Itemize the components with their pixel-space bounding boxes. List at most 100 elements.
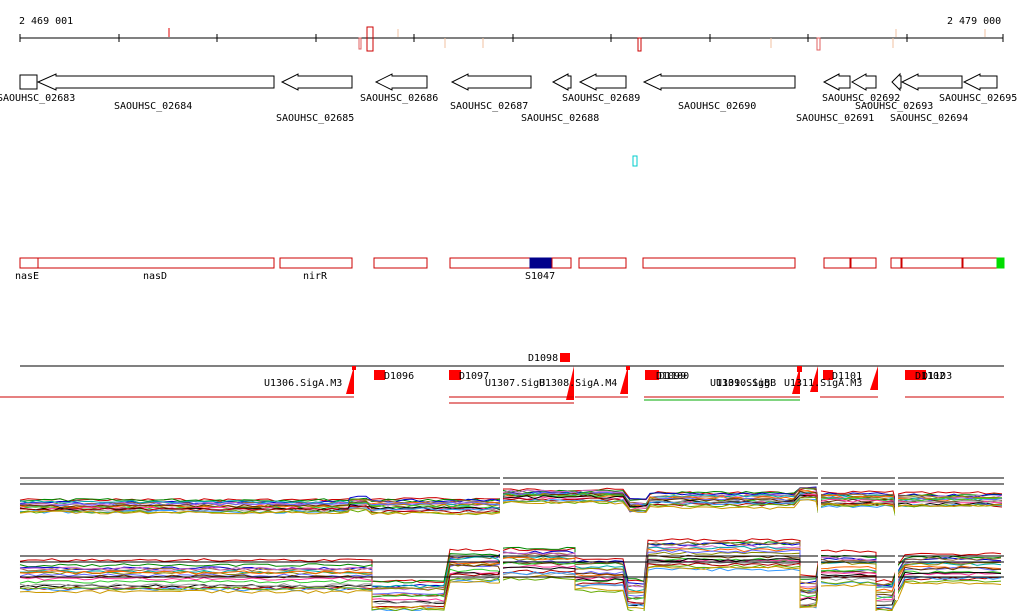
regulatory-label: D1100 — [659, 371, 689, 382]
expression-profile-line — [19, 544, 1002, 591]
ruler-start-label: 2 469 001 — [19, 16, 73, 27]
feature-box[interactable] — [449, 257, 531, 269]
regulatory-track: D1098 D1096 D1097 U1306.SigA.M3 U1307.Si… — [0, 353, 1004, 404]
regulatory-label: U1311.SigA.M3 — [784, 378, 862, 389]
promoter-flag[interactable] — [620, 366, 628, 394]
expression-profile-line — [19, 491, 1003, 507]
regulatory-label: D1096 — [384, 371, 414, 382]
promoter-flag[interactable] — [352, 366, 356, 370]
gene-arrow[interactable] — [19, 74, 38, 90]
feature-box[interactable] — [578, 257, 627, 269]
promoter-flag[interactable] — [797, 366, 802, 372]
promoter-flag[interactable] — [810, 366, 818, 392]
regulatory-label: D1103 — [922, 371, 952, 382]
expression-profile-line — [19, 542, 1002, 588]
gene-label: SAOUHSC_02688 — [521, 113, 599, 124]
gene-arrow[interactable] — [962, 73, 998, 91]
gene-arrow[interactable] — [36, 73, 275, 91]
gene-label: SAOUHSC_02692 — [822, 93, 900, 104]
expression-profile-line — [19, 499, 1003, 516]
gene-label: SAOUHSC_02689 — [562, 93, 640, 104]
feature-label: nasE — [15, 271, 39, 282]
feature-track — [19, 257, 1005, 269]
expression-profile-line — [19, 564, 1002, 611]
terminator-box[interactable] — [905, 370, 918, 380]
terminator-box[interactable] — [645, 370, 659, 380]
feature-labels: nasE nasD nirR S1047 — [15, 271, 555, 282]
regulatory-label: D1098 — [528, 353, 558, 364]
gene-label: SAOUHSC_02683 — [0, 93, 75, 104]
feature-box[interactable] — [642, 257, 796, 269]
feature-box[interactable] — [850, 257, 877, 269]
expression-profile-line — [19, 558, 1002, 607]
feature-label: nirR — [303, 271, 328, 282]
regulatory-label: U1310.SigB — [716, 378, 776, 389]
gene-arrow[interactable] — [900, 73, 963, 91]
expression-profile-line — [19, 557, 1002, 600]
expression-panel-lower — [19, 538, 1004, 611]
feature-box[interactable] — [823, 257, 851, 269]
gene-arrow[interactable] — [551, 73, 572, 91]
terminator-box[interactable] — [823, 370, 833, 380]
regulatory-label: U1309.SigB — [710, 378, 770, 389]
gene-label: SAOUHSC_02686 — [360, 93, 438, 104]
ruler-end-label: 2 479 000 — [947, 16, 1001, 27]
ruler-ticks — [19, 34, 1004, 42]
gene-label: SAOUHSC_02691 — [796, 113, 874, 124]
feature-box[interactable] — [279, 257, 353, 269]
gene-track — [19, 72, 998, 92]
terminator-box[interactable] — [560, 353, 570, 362]
feature-box[interactable] — [962, 257, 998, 269]
gene-labels: SAOUHSC_02683 SAOUHSC_02684 SAOUHSC_0268… — [0, 93, 1017, 124]
feature-box-highlighted[interactable] — [529, 257, 553, 269]
gene-arrow[interactable] — [822, 73, 851, 91]
regulatory-label: U1308.SigA.M4 — [539, 378, 617, 389]
terminator-box[interactable] — [918, 370, 926, 380]
expression-profile-line — [19, 538, 1002, 583]
promoter-flag[interactable] — [346, 366, 354, 394]
regulatory-labels: D1098 D1096 D1097 U1306.SigA.M3 U1307.Si… — [264, 353, 952, 389]
gene-arrow[interactable] — [578, 73, 627, 91]
promoter-flag[interactable] — [870, 366, 878, 390]
gene-arrow[interactable] — [450, 73, 532, 91]
promoter-flag[interactable] — [792, 366, 800, 394]
feature-label: nasD — [143, 271, 167, 282]
feature-label: S1047 — [525, 271, 555, 282]
gene-label: SAOUHSC_02687 — [450, 101, 528, 112]
gene-label: SAOUHSC_02694 — [890, 113, 968, 124]
regulatory-label: U1306.SigA.M3 — [264, 378, 342, 389]
regulatory-label: D1099 — [656, 371, 686, 382]
feature-box[interactable] — [901, 257, 963, 269]
gene-label: SAOUHSC_02695 — [939, 93, 1017, 104]
regulatory-label: D1102 — [915, 371, 945, 382]
expression-profile-line — [19, 548, 1002, 597]
gene-label: SAOUHSC_02693 — [855, 101, 933, 112]
gene-label: SAOUHSC_02684 — [114, 101, 192, 112]
terminator-box[interactable] — [374, 370, 385, 380]
feature-box[interactable] — [551, 257, 572, 269]
promoter-flag[interactable] — [566, 366, 574, 400]
gene-arrow[interactable] — [642, 73, 796, 91]
feature-box[interactable] — [19, 257, 39, 269]
gene-arrow[interactable] — [374, 73, 428, 91]
expression-panel-upper — [19, 477, 1004, 517]
gene-arrow[interactable] — [280, 73, 353, 91]
regulatory-flags — [346, 353, 926, 400]
feature-end-marker[interactable] — [996, 257, 1005, 269]
terminator-box[interactable] — [449, 370, 461, 380]
feature-box[interactable] — [890, 257, 902, 269]
gene-arrow[interactable] — [850, 73, 877, 91]
regulatory-label: D1097 — [459, 371, 489, 382]
regulatory-underlines — [0, 396, 1004, 404]
feature-box[interactable] — [373, 257, 428, 269]
gene-arrow[interactable] — [891, 72, 902, 92]
regulatory-label: D1101 — [832, 371, 862, 382]
expression-profile-line — [19, 541, 1002, 586]
ruler-site-marks — [168, 26, 986, 52]
gene-label: SAOUHSC_02685 — [276, 113, 354, 124]
promoter-flag[interactable] — [626, 366, 630, 370]
position-marker[interactable] — [632, 155, 638, 167]
gene-label: SAOUHSC_02690 — [678, 101, 756, 112]
feature-box[interactable] — [37, 257, 275, 269]
